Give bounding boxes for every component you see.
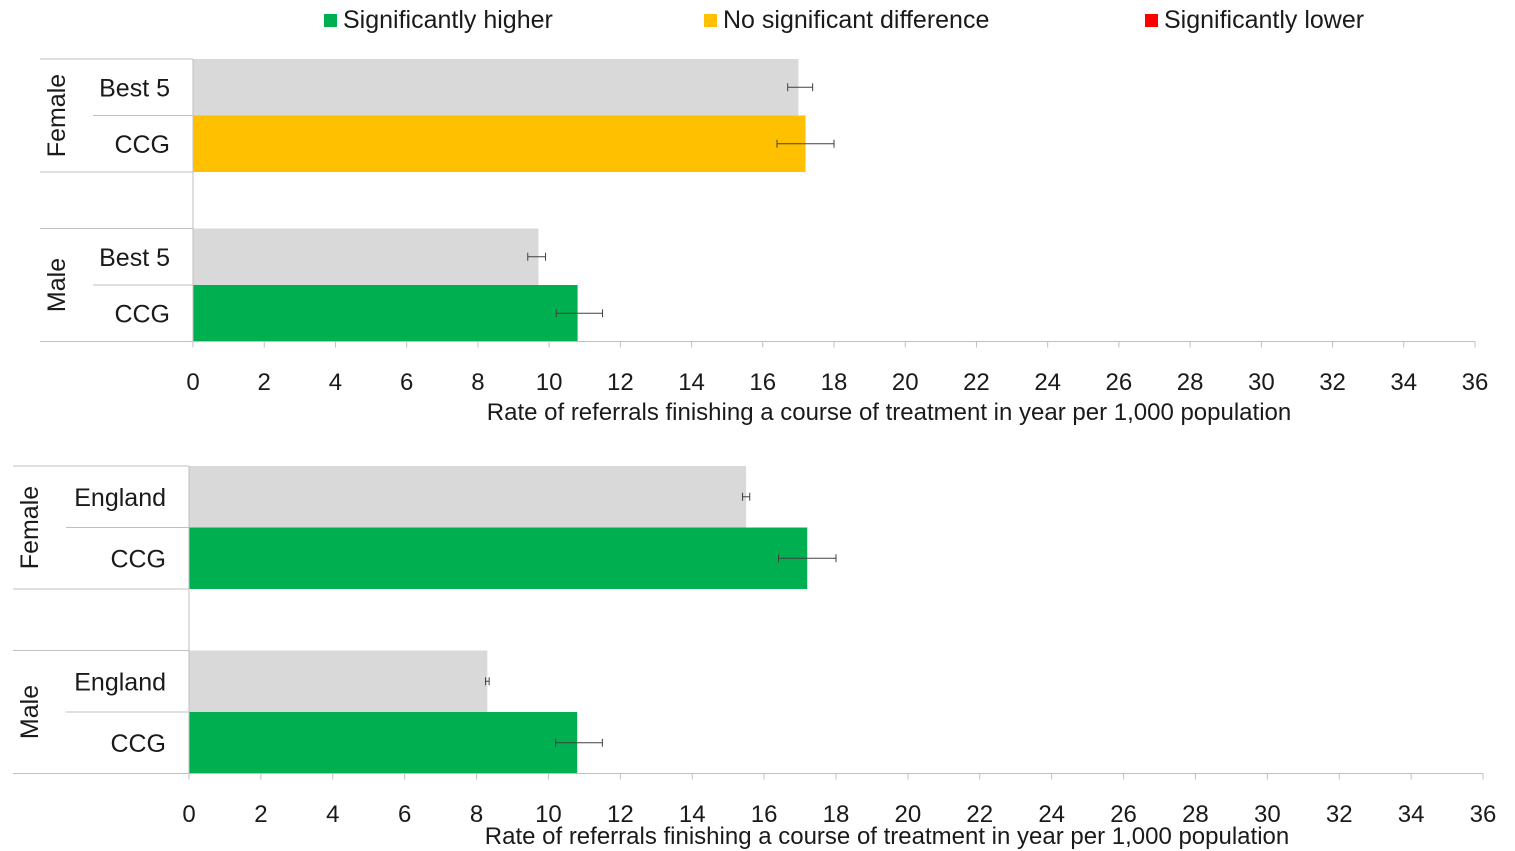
category-label: Best 5 <box>99 74 170 102</box>
legend-swatch-significantly-lower <box>1145 14 1158 27</box>
x-tick-label: 6 <box>400 369 413 396</box>
bar-male-ccg <box>193 285 578 342</box>
error-bar <box>555 309 604 318</box>
bar-female-england <box>189 466 747 528</box>
x-tick-label: 36 <box>1462 369 1489 396</box>
x-tick-label: 32 <box>1326 801 1353 828</box>
x-tick-label: 16 <box>751 801 778 828</box>
x-axis-label: Rate of referrals finishing a course of … <box>487 399 1291 426</box>
category-label: Best 5 <box>99 244 170 272</box>
x-tick-label: 10 <box>536 369 563 396</box>
x-tick-label: 0 <box>186 369 199 396</box>
x-tick-label: 26 <box>1106 369 1133 396</box>
group-label: Female <box>43 74 71 157</box>
x-tick-label: 34 <box>1390 369 1417 396</box>
x-tick-label: 28 <box>1182 801 1209 828</box>
x-tick-label: 36 <box>1470 801 1497 828</box>
x-tick-label: 14 <box>678 369 705 396</box>
x-tick-label: 34 <box>1398 801 1425 828</box>
x-tick-label: 8 <box>470 801 483 828</box>
x-tick-label: 24 <box>1038 801 1065 828</box>
x-tick-label: 28 <box>1177 369 1204 396</box>
x-tick-label: 4 <box>329 369 342 396</box>
chart-legend: Significantly higher No significant diff… <box>0 0 1515 40</box>
x-tick-label: 4 <box>326 801 339 828</box>
category-label: England <box>74 668 166 696</box>
error-bar <box>555 738 603 747</box>
category-label: CCG <box>110 545 166 573</box>
error-bar <box>777 554 837 563</box>
group-label: Female <box>16 486 44 569</box>
x-tick-label: 22 <box>963 369 990 396</box>
category-label: CCG <box>114 131 170 159</box>
legend-item-significantly-lower: Significantly lower <box>1145 6 1364 35</box>
error-bar <box>787 83 814 92</box>
x-tick-label: 20 <box>895 801 922 828</box>
x-tick-label: 30 <box>1248 369 1275 396</box>
x-tick-label: 12 <box>607 369 634 396</box>
bar-female-ccg <box>189 527 808 589</box>
x-tick-label: 24 <box>1034 369 1061 396</box>
x-tick-label: 32 <box>1319 369 1346 396</box>
category-label: England <box>74 484 166 512</box>
legend-item-significantly-higher: Significantly higher <box>324 6 553 35</box>
bar-male-england <box>189 650 488 712</box>
category-label: CCG <box>114 300 170 328</box>
x-tick-label: 18 <box>821 369 848 396</box>
error-bar <box>742 492 751 501</box>
x-tick-label: 20 <box>892 369 919 396</box>
x-tick-label: 0 <box>182 801 195 828</box>
x-tick-label: 14 <box>679 801 706 828</box>
x-tick-label: 30 <box>1254 801 1281 828</box>
bar-male-ccg <box>189 712 578 774</box>
x-tick-label: 8 <box>471 369 484 396</box>
bar-male-best-5 <box>193 228 539 285</box>
x-tick-label: 26 <box>1110 801 1137 828</box>
x-tick-label: 2 <box>254 801 267 828</box>
x-tick-label: 22 <box>966 801 993 828</box>
bar-female-ccg <box>193 115 806 172</box>
group-label: Male <box>43 258 71 312</box>
legend-label-significantly-higher: Significantly higher <box>343 6 553 34</box>
x-tick-label: 2 <box>258 369 271 396</box>
x-tick-label: 18 <box>823 801 850 828</box>
x-tick-label: 12 <box>607 801 634 828</box>
error-bar <box>485 677 490 686</box>
legend-swatch-significantly-higher <box>324 14 337 27</box>
x-tick-label: 16 <box>749 369 776 396</box>
error-bar <box>527 252 547 261</box>
x-tick-label: 6 <box>398 801 411 828</box>
legend-label-significantly-lower: Significantly lower <box>1164 6 1365 34</box>
x-axis-label: Rate of referrals finishing a course of … <box>485 823 1289 850</box>
group-label: Male <box>16 685 44 739</box>
legend-swatch-no-significant-difference <box>704 14 717 27</box>
category-label: CCG <box>110 730 166 758</box>
x-tick-label: 10 <box>535 801 562 828</box>
bar-female-best-5 <box>193 59 799 116</box>
error-bar <box>776 139 835 148</box>
legend-item-no-significant-difference: No significant difference <box>704 6 989 35</box>
legend-label-no-significant-difference: No significant difference <box>723 6 990 34</box>
